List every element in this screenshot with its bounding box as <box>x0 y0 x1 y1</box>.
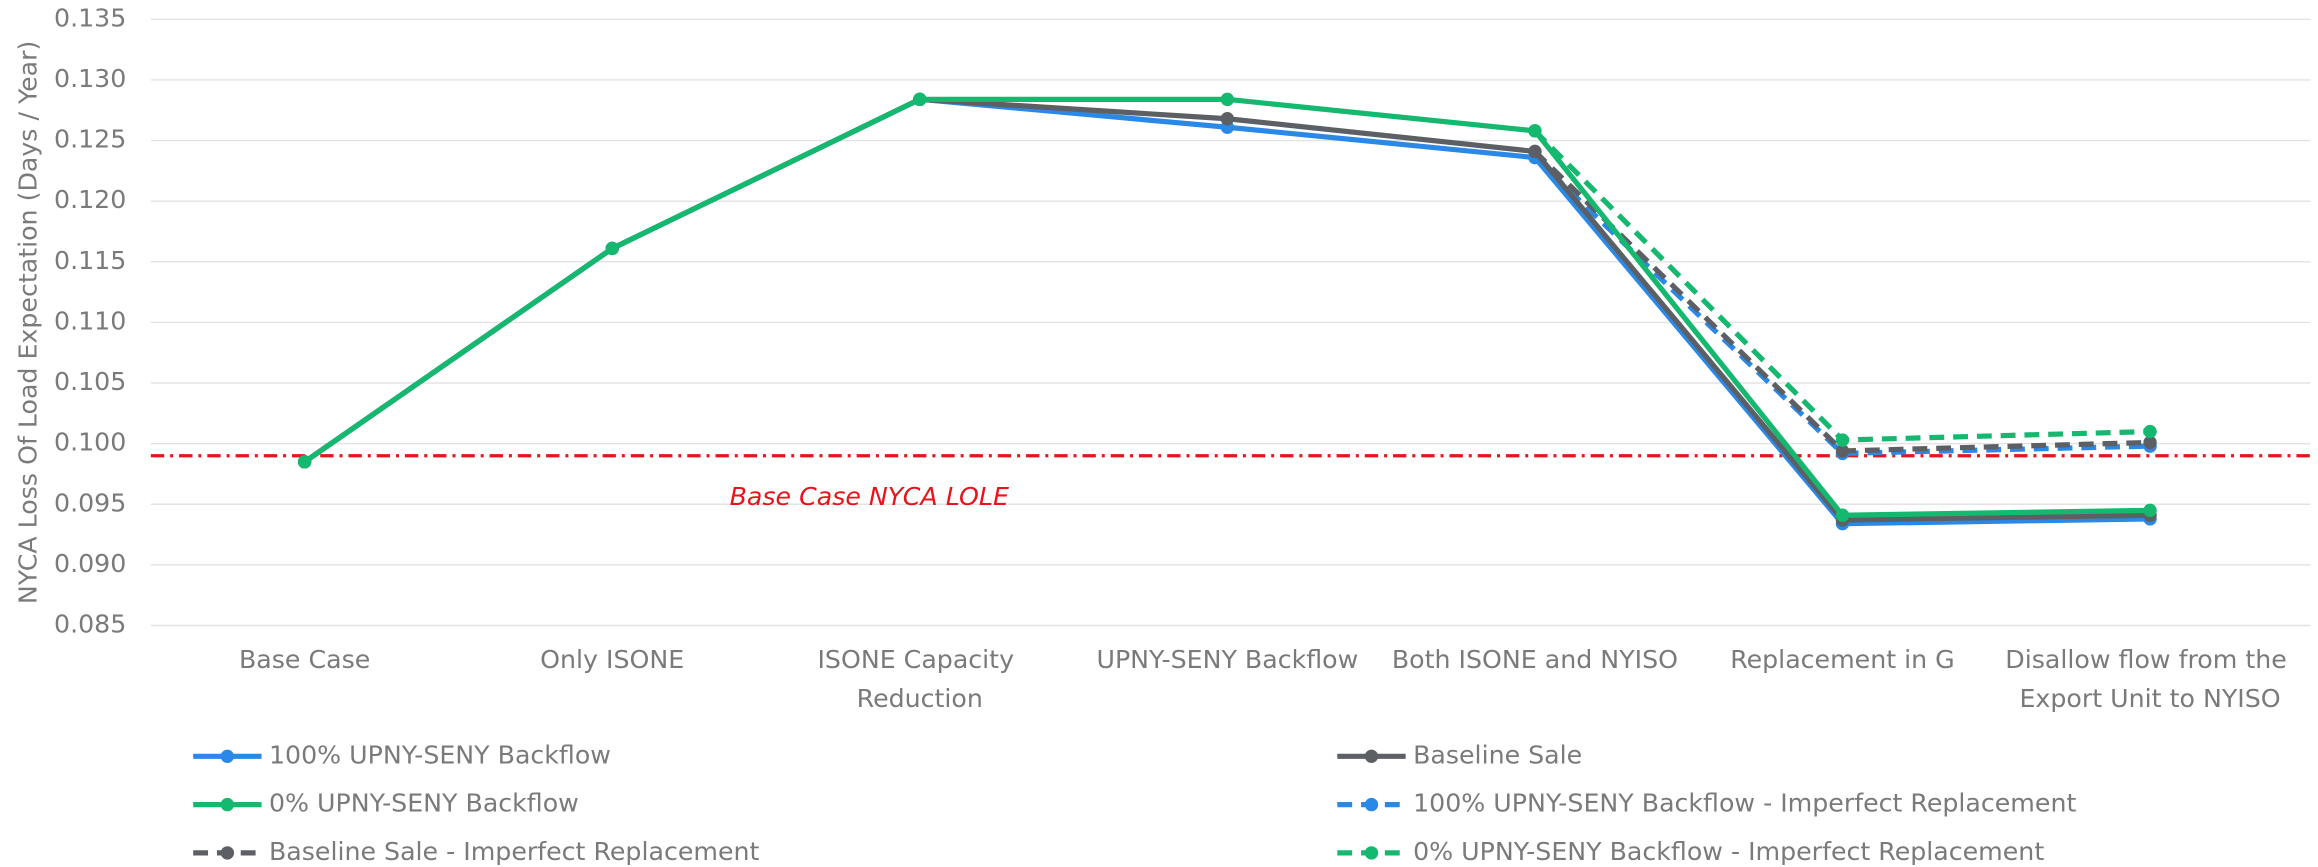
reference-label: Base Case NYCA LOLE <box>730 482 1009 511</box>
y-tick-label: 0.120 <box>54 185 126 214</box>
y-tick-label: 0.135 <box>54 3 126 32</box>
y-tick-label: 0.105 <box>54 367 126 396</box>
x-tick-label: Only ISONE <box>540 645 684 674</box>
data-point <box>605 241 619 256</box>
data-point <box>1835 444 1850 458</box>
x-tick-label: ISONE Capacity Reduction <box>817 645 1022 713</box>
series-line <box>1533 149 2151 454</box>
data-point <box>297 455 312 469</box>
legend-label: 0% UPNY-SENY Backflow - Imperfect Replac… <box>1413 837 2044 866</box>
legend-label: 100% UPNY-SENY Backflow - Imperfect Repl… <box>1413 789 2076 818</box>
x-tick-label-line: ISONE Capacity <box>817 645 1022 674</box>
legend-marker <box>1364 749 1379 763</box>
x-tick-label: Disallow flow from the Export Unit to NY… <box>2005 645 2295 713</box>
legend-marker <box>220 749 235 763</box>
data-point <box>1528 124 1542 138</box>
x-tick-label: Replacement in G <box>1730 645 1955 674</box>
legend-marker <box>220 797 235 812</box>
series-line <box>1533 155 2151 456</box>
data-point <box>1220 112 1235 126</box>
y-tick-label: 0.100 <box>54 428 126 457</box>
series-line <box>1533 129 2151 443</box>
x-tick-label: UPNY-SENY Backflow <box>1096 645 1358 674</box>
x-tick-label-line: Reduction <box>857 684 983 713</box>
data-point <box>1528 144 1542 159</box>
data-point <box>2143 424 2157 439</box>
x-tick-label: Base Case <box>239 645 370 674</box>
legend-label: Baseline Sale - Imperfect Replacement <box>269 837 760 866</box>
x-tick-label-line: Export Unit to NYISO <box>2019 684 2280 713</box>
data-point <box>1835 508 1850 522</box>
y-tick-label: 0.110 <box>54 306 126 335</box>
legend-marker <box>1364 846 1379 860</box>
legend-marker <box>220 846 235 860</box>
legend-label: 0% UPNY-SENY Backflow <box>269 789 579 818</box>
y-tick-label: 0.095 <box>54 488 126 517</box>
y-tick-label: 0.115 <box>54 246 126 275</box>
legend-marker <box>1364 797 1379 812</box>
data-point <box>1835 433 1850 447</box>
y-tick-label: 0.090 <box>54 549 126 578</box>
y-axis-title: NYCA Loss Of Load Expectation (Days / Ye… <box>14 41 43 605</box>
data-point <box>1220 92 1235 107</box>
data-point <box>2143 435 2157 450</box>
data-point <box>913 92 927 107</box>
legend-label: 100% UPNY-SENY Backflow <box>269 740 611 769</box>
y-tick-label: 0.125 <box>54 125 126 154</box>
data-point <box>2143 503 2157 518</box>
y-tick-label: 0.130 <box>54 64 126 93</box>
legend-label: Baseline Sale <box>1413 740 1582 769</box>
series-line <box>303 96 2151 527</box>
x-tick-label-line: Disallow flow from the <box>2005 645 2295 674</box>
y-tick-label: 0.085 <box>54 610 126 639</box>
x-tick-label: Both ISONE and NYISO <box>1392 645 1678 674</box>
